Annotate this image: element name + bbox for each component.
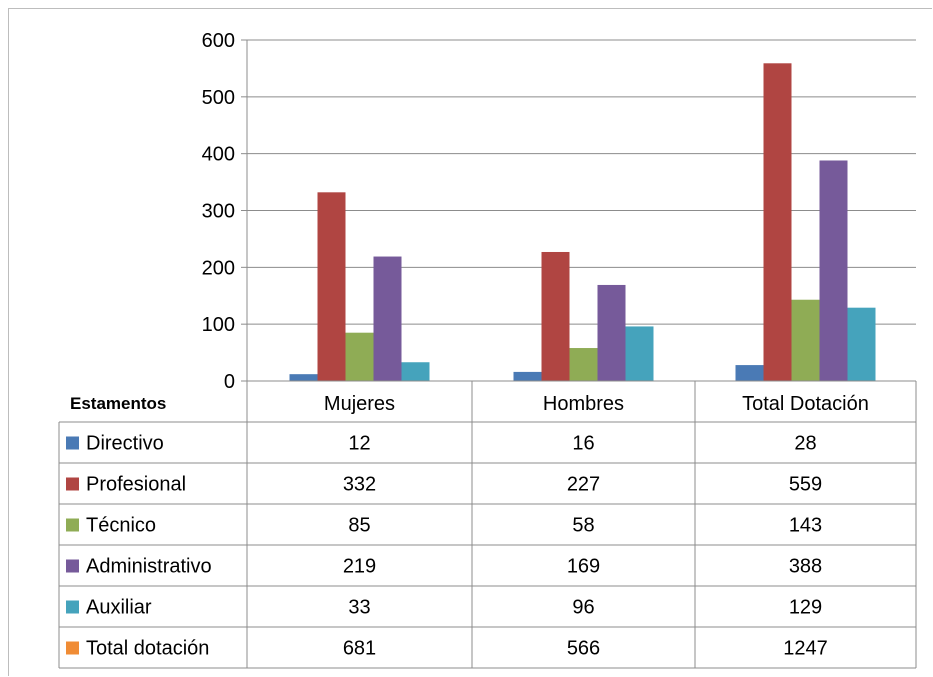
series-name: Directivo <box>86 433 164 455</box>
table-cell-value: 219 <box>343 556 376 578</box>
y-tick-label: 500 <box>202 87 235 109</box>
table-cell-value: 559 <box>789 474 822 496</box>
y-tick-label: 300 <box>202 201 235 223</box>
category-label: Total Dotación <box>742 393 869 415</box>
y-tick-label: 600 <box>202 30 235 52</box>
table-cell-value: 85 <box>348 515 370 537</box>
y-tick-label: 100 <box>202 314 235 336</box>
table-header-label: Estamentos <box>70 394 166 413</box>
legend-swatch <box>66 436 79 450</box>
bars <box>289 63 876 381</box>
bar-técnico-1 <box>345 332 374 381</box>
chart-frame <box>8 8 932 676</box>
y-axis-ticks: 0 100 200 300 400 500 600 <box>202 30 235 393</box>
table-cell-value: 143 <box>789 515 822 537</box>
table-cell-value: 227 <box>567 474 600 496</box>
y-tick-label: 0 <box>224 371 235 393</box>
bar-auxiliar-2 <box>625 326 654 381</box>
bar-técnico-2 <box>569 348 598 381</box>
legend-swatch <box>66 641 79 655</box>
table-cell-value: 12 <box>348 433 370 455</box>
bar-profesional-3 <box>763 63 792 381</box>
table-cell-value: 96 <box>572 597 594 619</box>
table-cell-value: 129 <box>789 597 822 619</box>
series-name: Profesional <box>86 474 186 496</box>
bar-administrativo-3 <box>819 160 848 381</box>
bar-auxiliar-3 <box>847 307 876 381</box>
category-label: Hombres <box>543 393 624 415</box>
table-cell-value: 16 <box>572 433 594 455</box>
y-tick-label: 400 <box>202 144 235 166</box>
legend-swatch <box>66 477 79 491</box>
table-cell-value: 388 <box>789 556 822 578</box>
data-table: Estamentos Mujeres Hombres Total Dotación Di… <box>58 380 917 669</box>
table-cell-value: 28 <box>794 433 816 455</box>
bar-profesional-1 <box>317 192 346 381</box>
bar-directivo-2 <box>513 371 542 381</box>
bar-directivo-3 <box>735 365 764 381</box>
category-label: Mujeres <box>324 393 395 415</box>
legend-swatch <box>66 600 79 614</box>
bar-directivo-1 <box>289 374 318 381</box>
series-name: Total dotación <box>86 638 209 660</box>
table-cell-value: 169 <box>567 556 600 578</box>
table-cell-value: 1247 <box>783 638 828 660</box>
series-name: Auxiliar <box>86 597 152 619</box>
table-cell-value: 332 <box>343 474 376 496</box>
series-name: Técnico <box>86 515 156 537</box>
table-cell-value: 58 <box>572 515 594 537</box>
y-tick-label: 200 <box>202 257 235 279</box>
legend-swatch <box>66 559 79 573</box>
bar-técnico-3 <box>791 299 820 381</box>
table-cell-value: 681 <box>343 638 376 660</box>
bar-administrativo-1 <box>373 256 402 381</box>
table-cell-value: 566 <box>567 638 600 660</box>
legend-swatch <box>66 518 79 532</box>
bar-profesional-2 <box>541 251 570 381</box>
table-cell-value: 33 <box>348 597 370 619</box>
bar-auxiliar-1 <box>401 362 430 381</box>
series-name: Administrativo <box>86 556 212 578</box>
bar-administrativo-2 <box>597 284 626 381</box>
